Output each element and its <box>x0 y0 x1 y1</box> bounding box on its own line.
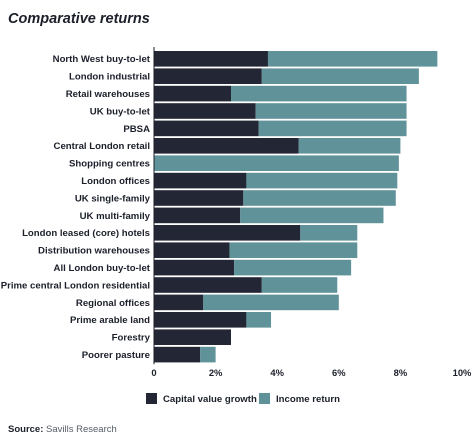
category-label: Prime arable land <box>70 315 150 326</box>
source-note: Source: Savills Research <box>8 424 117 435</box>
bar-income-return <box>203 294 339 311</box>
bar-capital-value-growth <box>154 294 204 311</box>
category-label: London leased (core) hotels <box>22 228 150 239</box>
bar-capital-value-growth <box>154 172 247 189</box>
legend-label-income: Income return <box>276 394 340 405</box>
bar-income-return <box>234 259 352 276</box>
bar-income-return <box>267 51 438 67</box>
bar-capital-value-growth <box>154 259 235 276</box>
bar-income-return <box>229 242 358 258</box>
bar-capital-value-growth <box>154 207 241 224</box>
x-tick-label: 2% <box>209 367 223 378</box>
bar-capital-value-growth <box>154 225 301 241</box>
bar-capital-value-growth <box>154 312 247 328</box>
category-label: Distribution warehouses <box>38 246 150 257</box>
bar-income-return <box>255 103 407 119</box>
category-label: Shopping centres <box>69 159 150 170</box>
bar-income-return <box>243 190 396 206</box>
x-tick-label: 10% <box>453 367 472 378</box>
bar-capital-value-growth <box>154 242 230 258</box>
x-tick-label: 8% <box>394 367 408 378</box>
bar-income-return <box>300 225 358 241</box>
bar-capital-value-growth <box>154 120 259 137</box>
bar-capital-value-growth <box>154 329 231 345</box>
bar-income-return <box>246 312 272 328</box>
category-label: Prime central London residential <box>1 280 150 291</box>
source-label: Source: <box>8 424 44 435</box>
category-label: UK buy-to-let <box>90 106 151 117</box>
bar-capital-value-growth <box>154 346 201 363</box>
legend-swatch-capital <box>146 393 157 404</box>
category-label: All London buy-to-let <box>54 263 151 274</box>
bar-capital-value-growth <box>154 51 268 67</box>
bar-income-return <box>258 120 407 137</box>
bar-capital-value-growth <box>154 85 231 102</box>
x-tick-label: 0 <box>151 367 156 378</box>
category-label: PBSA <box>123 124 150 135</box>
bar-capital-value-growth <box>154 68 262 84</box>
x-tick-label: 6% <box>332 367 346 378</box>
category-label: Retail warehouses <box>66 89 150 100</box>
bar-income-return <box>261 277 338 293</box>
bar-capital-value-growth <box>154 103 256 119</box>
category-label: Regional offices <box>76 298 150 309</box>
bar-income-return <box>200 346 216 363</box>
source-text: Savills Research <box>46 424 117 435</box>
category-label: London offices <box>81 176 150 187</box>
bar-income-return <box>246 172 398 189</box>
category-label: Forestry <box>112 333 151 344</box>
bar-capital-value-growth <box>154 138 299 154</box>
category-label: North West buy-to-let <box>53 54 151 65</box>
category-label: Central London retail <box>54 141 150 152</box>
legend-swatch-income <box>259 393 270 404</box>
bar-capital-value-growth <box>154 190 244 206</box>
bar-income-return <box>298 138 401 154</box>
bar-income-return <box>154 155 399 171</box>
bar-income-return <box>231 85 407 102</box>
bar-income-return <box>261 68 419 84</box>
x-tick-label: 4% <box>270 367 284 378</box>
category-label: London industrial <box>69 72 150 83</box>
chart-title: Comparative returns <box>8 11 150 27</box>
category-label: UK single-family <box>75 193 151 204</box>
bar-income-return <box>240 207 384 224</box>
category-label: Poorer pasture <box>82 350 150 361</box>
bar-capital-value-growth <box>154 277 262 293</box>
category-label: UK multi-family <box>80 211 151 222</box>
legend-label-capital: Capital value growth <box>163 394 257 405</box>
